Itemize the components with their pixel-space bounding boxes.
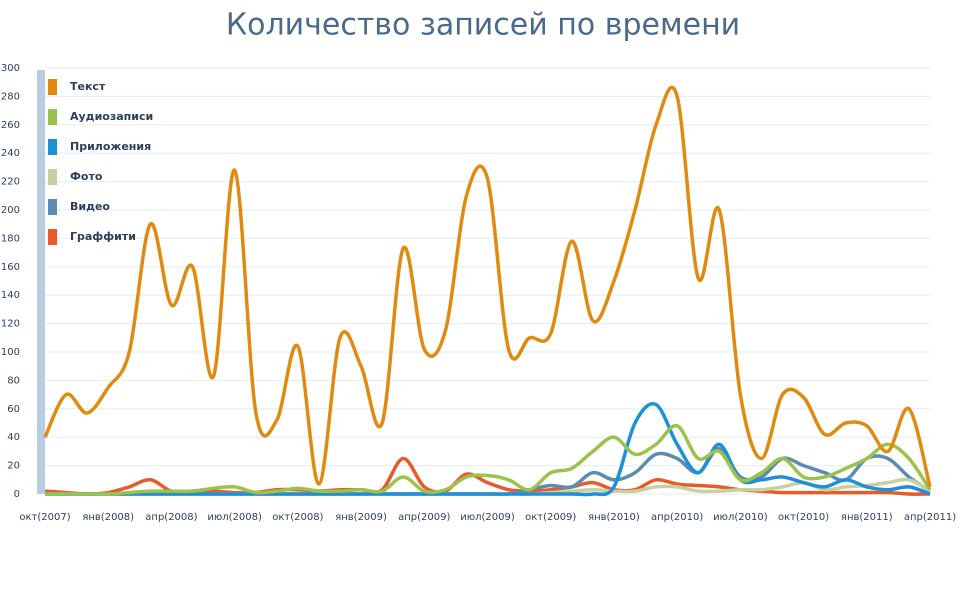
legend-label: Граффити — [70, 230, 136, 243]
y-tick-label: 100 — [1, 347, 20, 358]
y-tick-label: 20 — [7, 461, 20, 472]
x-tick-label: янв(2009) — [335, 512, 387, 523]
series-line — [45, 424, 932, 496]
x-tick-label: апр(2009) — [398, 512, 450, 523]
x-tick-label: апр(2011) — [904, 512, 956, 523]
legend-label: Аудиозаписи — [70, 110, 153, 123]
legend-swatch — [48, 169, 57, 185]
legend-swatch — [48, 109, 57, 125]
side-bar — [37, 70, 45, 494]
y-tick-label: 260 — [1, 120, 20, 131]
x-tick-label: июл(2009) — [460, 512, 515, 523]
y-tick-label: 200 — [1, 205, 20, 216]
y-tick-label: 60 — [7, 404, 20, 415]
series-line — [45, 402, 931, 497]
legend-swatch — [48, 139, 57, 155]
legend-swatch — [48, 229, 57, 245]
legend-label: Фото — [70, 170, 103, 183]
y-tick-label: 220 — [1, 177, 20, 188]
series-line — [43, 85, 932, 488]
x-tick-label: окт(2010) — [778, 512, 829, 523]
y-tick-label: 280 — [1, 91, 20, 102]
x-tick-label: окт(2008) — [272, 512, 323, 523]
y-tick-label: 240 — [1, 148, 20, 159]
y-tick-label: 140 — [1, 290, 20, 301]
chart-title: Количество записей по времени — [226, 8, 740, 43]
y-tick-label: 160 — [1, 262, 20, 273]
legend-label: Текст — [70, 80, 106, 93]
x-tick-label: июл(2010) — [713, 512, 768, 523]
x-tick-label: окт(2009) — [525, 512, 576, 523]
legend-label: Приложения — [70, 140, 151, 153]
x-tick-label: апр(2008) — [145, 512, 197, 523]
x-tick-label: апр(2010) — [651, 512, 703, 523]
legend-swatch — [48, 199, 57, 215]
x-tick-label: окт(2007) — [19, 512, 70, 523]
y-tick-label: 300 — [1, 63, 20, 74]
x-tick-label: янв(2008) — [82, 512, 134, 523]
x-tick-label: июл(2008) — [207, 512, 262, 523]
y-tick-label: 40 — [7, 432, 20, 443]
y-tick-label: 0 — [14, 489, 20, 500]
y-tick-label: 120 — [1, 319, 20, 330]
y-tick-label: 80 — [7, 375, 20, 386]
x-tick-label: янв(2010) — [588, 512, 640, 523]
y-tick-label: 180 — [1, 233, 20, 244]
legend-swatch — [48, 79, 57, 95]
legend-label: Видео — [70, 200, 110, 213]
x-tick-label: янв(2011) — [841, 512, 893, 523]
